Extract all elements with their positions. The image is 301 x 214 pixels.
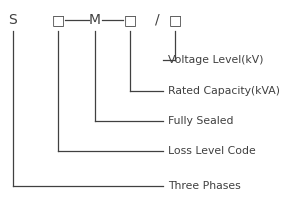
Text: M: M [89,13,101,27]
Text: □: □ [169,13,182,27]
Text: /: / [155,13,160,27]
Text: Rated Capacity(kVA): Rated Capacity(kVA) [168,86,280,96]
Text: □: □ [51,13,65,27]
Text: Fully Sealed: Fully Sealed [168,116,234,126]
Text: Voltage Level(kV): Voltage Level(kV) [168,55,263,65]
Text: S: S [8,13,17,27]
Text: Loss Level Code: Loss Level Code [168,146,256,156]
Text: □: □ [123,13,137,27]
Text: Three Phases: Three Phases [168,181,241,191]
